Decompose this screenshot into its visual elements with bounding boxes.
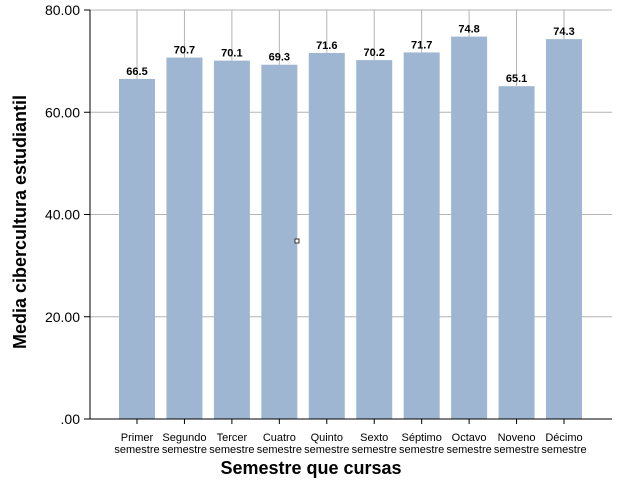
y-tick-label: .00 (61, 411, 81, 427)
x-tick-label: semestre (541, 444, 586, 456)
data-labels: 66.5 70.7 70.1 69.3 71.6 70.2 71.7 74.8 65.1 74.3 (126, 24, 574, 86)
x-tick-label: Quinto (311, 432, 343, 444)
y-tick-label: 20.00 (45, 309, 80, 325)
x-tick-label: Noveno (498, 432, 536, 444)
y-axis-ticks: .00 20.00 40.00 60.00 80.00 (45, 2, 90, 427)
data-label: 71.7 (411, 39, 432, 51)
x-tick-label: semestre (446, 444, 491, 456)
y-tick-label: 80.00 (45, 2, 80, 18)
x-axis-ticks: PrimersemestreSegundosemestreTercersemes… (114, 419, 587, 456)
data-label: 70.7 (174, 45, 195, 57)
x-tick-label: semestre (162, 444, 207, 456)
x-tick-label: Séptimo (401, 432, 441, 444)
x-tick-label: Segundo (162, 432, 206, 444)
x-tick-label: Octavo (452, 432, 487, 444)
x-tick-label: semestre (352, 444, 397, 456)
data-label: 74.8 (458, 24, 479, 36)
x-tick-label: semestre (114, 444, 159, 456)
x-tick-label: Décimo (545, 432, 582, 444)
x-tick-label: semestre (494, 444, 539, 456)
x-tick-label: Primer (121, 432, 154, 444)
bar (308, 52, 345, 419)
bar (213, 60, 250, 420)
data-label: 65.1 (506, 73, 527, 85)
bar (261, 64, 298, 420)
y-tick-label: 40.00 (45, 207, 80, 223)
plot-area: 66.5 70.7 70.1 69.3 71.6 70.2 71.7 74.8 65.1 74.3… (45, 2, 612, 456)
x-axis-title: Semestre que cursas (220, 458, 401, 478)
bar (451, 36, 488, 420)
bar (498, 86, 535, 420)
x-tick-label: Tercer (217, 432, 248, 444)
bars (119, 36, 582, 420)
y-axis-title: Media cibercultura estudiantil (10, 95, 30, 349)
x-tick-label: Sexto (360, 432, 388, 444)
data-label: 70.2 (364, 47, 385, 59)
x-tick-label: semestre (304, 444, 349, 456)
data-label: 69.3 (269, 52, 290, 64)
data-label: 74.3 (553, 26, 574, 38)
data-label: 71.6 (316, 40, 337, 52)
y-tick-label: 60.00 (45, 104, 80, 120)
x-tick-label: semestre (257, 444, 302, 456)
bar (403, 52, 440, 420)
bar (119, 79, 155, 420)
bar (356, 60, 393, 419)
x-tick-label: semestre (399, 444, 444, 456)
data-label: 66.5 (126, 66, 147, 78)
bar (166, 57, 203, 419)
data-label: 70.1 (221, 48, 242, 60)
x-tick-label: semestre (209, 444, 254, 456)
x-tick-label: Cuatro (263, 432, 296, 444)
bar (546, 39, 582, 420)
selection-handle-icon (294, 238, 300, 244)
